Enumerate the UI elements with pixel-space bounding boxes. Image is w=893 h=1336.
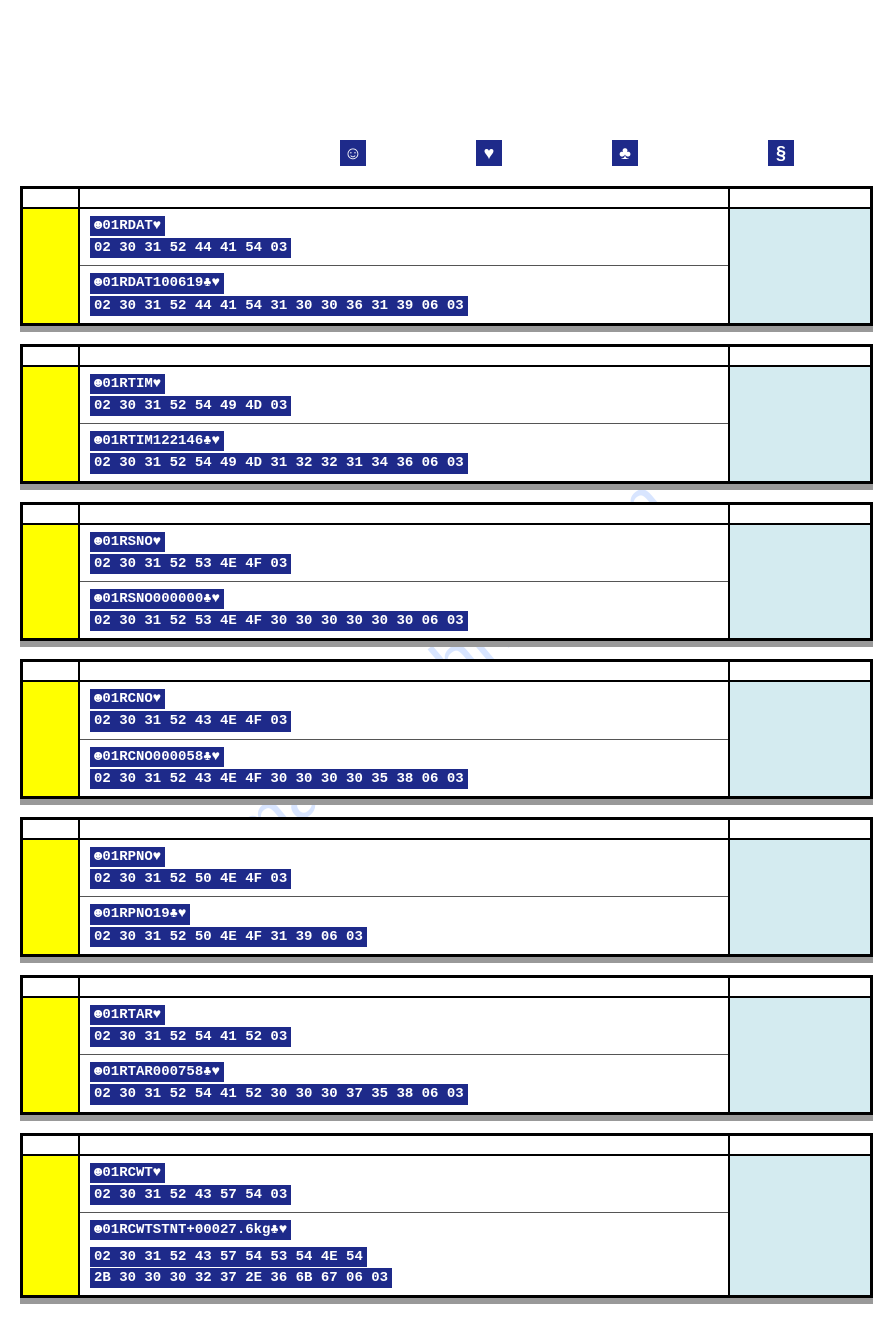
command-string: ☻01RCNO♥ <box>90 689 165 709</box>
hex-string: 02 30 31 52 44 41 54 31 30 30 36 31 39 0… <box>90 296 468 316</box>
section-body: ☻01RCWT♥02 30 31 52 43 57 54 03☻01RCWTST… <box>23 1156 870 1296</box>
label-cell <box>23 525 80 639</box>
hex-string: 02 30 31 52 54 49 4D 03 <box>90 396 291 416</box>
hex-string: 2B 30 30 30 32 37 2E 36 6B 67 06 03 <box>90 1268 392 1288</box>
data-cell: ☻01RTAR♥02 30 31 52 54 41 52 03☻01RTAR00… <box>80 998 730 1112</box>
header-icon-row: ☺ ♥ ♣ § <box>20 140 873 166</box>
command-string: ☻01RSNO000000♣♥ <box>90 589 224 609</box>
section-body: ☻01RTIM♥02 30 31 52 54 49 4D 03☻01RTIM12… <box>23 367 870 481</box>
data-row: ☻01RTIM122146♣♥02 30 31 52 54 49 4D 31 3… <box>80 424 728 480</box>
section-header <box>23 505 870 525</box>
data-row: ☻01RCNO♥02 30 31 52 43 4E 4F 03 <box>80 682 728 739</box>
section-header <box>23 978 870 998</box>
section-header <box>23 662 870 682</box>
label-cell <box>23 209 80 323</box>
data-row: ☻01RDAT100619♣♥ 02 30 31 52 44 41 54 31 3… <box>80 266 728 322</box>
header-icon-3: § <box>768 140 794 166</box>
label-cell <box>23 998 80 1112</box>
label-cell <box>23 1156 80 1296</box>
section-body: ☻01RTAR♥02 30 31 52 54 41 52 03☻01RTAR00… <box>23 998 870 1112</box>
data-row: ☻01RSNO000000♣♥02 30 31 52 53 4E 4F 30 3… <box>80 582 728 638</box>
hex-string: 02 30 31 52 43 4E 4F 30 30 30 30 35 38 0… <box>90 769 468 789</box>
hex-string: 02 30 31 52 54 41 52 30 30 30 37 35 38 0… <box>90 1084 468 1104</box>
command-string: ☻01RCWT♥ <box>90 1163 165 1183</box>
header-icon-1: ♥ <box>476 140 502 166</box>
data-cell: ☻01RDAT♥02 30 31 52 44 41 54 03☻01RDAT10… <box>80 209 730 323</box>
protocol-section: ☻01RPNO♥02 30 31 52 50 4E 4F 03☻01RPNO19… <box>20 817 873 957</box>
command-string: ☻01RCNO000058♣♥ <box>90 747 224 767</box>
data-row: ☻01RCWT♥02 30 31 52 43 57 54 03 <box>80 1156 728 1213</box>
command-string: ☻01RSNO♥ <box>90 532 165 552</box>
data-row: ☻01RPNO♥02 30 31 52 50 4E 4F 03 <box>80 840 728 897</box>
hex-string: 02 30 31 52 54 49 4D 31 32 32 31 34 36 0… <box>90 453 468 473</box>
right-cell <box>730 209 870 323</box>
header-icon-0: ☺ <box>340 140 366 166</box>
hex-string: 02 30 31 52 43 57 54 53 54 4E 54 <box>90 1247 367 1267</box>
data-cell: ☻01RCWT♥02 30 31 52 43 57 54 03☻01RCWTST… <box>80 1156 730 1296</box>
data-row: ☻01RTAR♥02 30 31 52 54 41 52 03 <box>80 998 728 1055</box>
section-header <box>23 820 870 840</box>
section-header <box>23 347 870 367</box>
data-row: ☻01RDAT♥02 30 31 52 44 41 54 03 <box>80 209 728 266</box>
command-string: ☻01RTIM♥ <box>90 374 165 394</box>
data-row: ☻01RTIM♥02 30 31 52 54 49 4D 03 <box>80 367 728 424</box>
hex-string: 02 30 31 52 50 4E 4F 31 39 06 03 <box>90 927 367 947</box>
label-cell <box>23 840 80 954</box>
hex-string: 02 30 31 52 50 4E 4F 03 <box>90 869 291 889</box>
protocol-section: ☻01RTIM♥02 30 31 52 54 49 4D 03☻01RTIM12… <box>20 344 873 484</box>
section-header <box>23 189 870 209</box>
section-body: ☻01RSNO♥02 30 31 52 53 4E 4F 03☻01RSNO00… <box>23 525 870 639</box>
section-header <box>23 1136 870 1156</box>
data-row: ☻01RPNO19♣♥ 02 30 31 52 50 4E 4F 31 39 06… <box>80 897 728 953</box>
command-string: ☻01RCWTSTNT+00027.6kg♣♥ <box>90 1220 291 1240</box>
data-cell: ☻01RCNO♥02 30 31 52 43 4E 4F 03☻01RCNO00… <box>80 682 730 796</box>
hex-string: 02 30 31 52 44 41 54 03 <box>90 238 291 258</box>
command-string: ☻01RPNO♥ <box>90 847 165 867</box>
command-string: ☻01RTAR♥ <box>90 1005 165 1025</box>
command-string: ☻01RDAT100619♣♥ <box>90 273 224 293</box>
data-cell: ☻01RSNO♥02 30 31 52 53 4E 4F 03☻01RSNO00… <box>80 525 730 639</box>
protocol-section: ☻01RCNO♥02 30 31 52 43 4E 4F 03☻01RCNO00… <box>20 659 873 799</box>
hex-string: 02 30 31 52 43 4E 4F 03 <box>90 711 291 731</box>
right-cell <box>730 998 870 1112</box>
protocol-section: ☻01RSNO♥02 30 31 52 53 4E 4F 03☻01RSNO00… <box>20 502 873 642</box>
right-cell <box>730 682 870 796</box>
protocol-section: ☻01RCWT♥02 30 31 52 43 57 54 03☻01RCWTST… <box>20 1133 873 1299</box>
command-string: ☻01RDAT♥ <box>90 216 165 236</box>
page-content: ☺ ♥ ♣ § ☻01RDAT♥02 30 31 52 44 41 54 03☻… <box>20 140 873 1298</box>
section-body: ☻01RCNO♥02 30 31 52 43 4E 4F 03☻01RCNO00… <box>23 682 870 796</box>
hex-string: 02 30 31 52 53 4E 4F 30 30 30 30 30 30 0… <box>90 611 468 631</box>
right-cell <box>730 1156 870 1296</box>
right-cell <box>730 525 870 639</box>
data-row: ☻01RCWTSTNT+00027.6kg♣♥ 02 30 31 52 43 57… <box>80 1213 728 1296</box>
right-cell <box>730 840 870 954</box>
protocol-section: ☻01RTAR♥02 30 31 52 54 41 52 03☻01RTAR00… <box>20 975 873 1115</box>
right-cell <box>730 367 870 481</box>
hex-string: 02 30 31 52 43 57 54 03 <box>90 1185 291 1205</box>
data-cell: ☻01RTIM♥02 30 31 52 54 49 4D 03☻01RTIM12… <box>80 367 730 481</box>
hex-string: 02 30 31 52 54 41 52 03 <box>90 1027 291 1047</box>
section-body: ☻01RPNO♥02 30 31 52 50 4E 4F 03☻01RPNO19… <box>23 840 870 954</box>
command-string: ☻01RPNO19♣♥ <box>90 904 190 924</box>
label-cell <box>23 367 80 481</box>
label-cell <box>23 682 80 796</box>
data-cell: ☻01RPNO♥02 30 31 52 50 4E 4F 03☻01RPNO19… <box>80 840 730 954</box>
data-row: ☻01RTAR000758♣♥02 30 31 52 54 41 52 30 3… <box>80 1055 728 1111</box>
data-row: ☻01RSNO♥02 30 31 52 53 4E 4F 03 <box>80 525 728 582</box>
header-icon-2: ♣ <box>612 140 638 166</box>
command-string: ☻01RTAR000758♣♥ <box>90 1062 224 1082</box>
command-string: ☻01RTIM122146♣♥ <box>90 431 224 451</box>
protocol-section: ☻01RDAT♥02 30 31 52 44 41 54 03☻01RDAT10… <box>20 186 873 326</box>
hex-string: 02 30 31 52 53 4E 4F 03 <box>90 554 291 574</box>
sections-container: ☻01RDAT♥02 30 31 52 44 41 54 03☻01RDAT10… <box>20 186 873 1298</box>
data-row: ☻01RCNO000058♣♥02 30 31 52 43 4E 4F 30 3… <box>80 740 728 796</box>
section-body: ☻01RDAT♥02 30 31 52 44 41 54 03☻01RDAT10… <box>23 209 870 323</box>
